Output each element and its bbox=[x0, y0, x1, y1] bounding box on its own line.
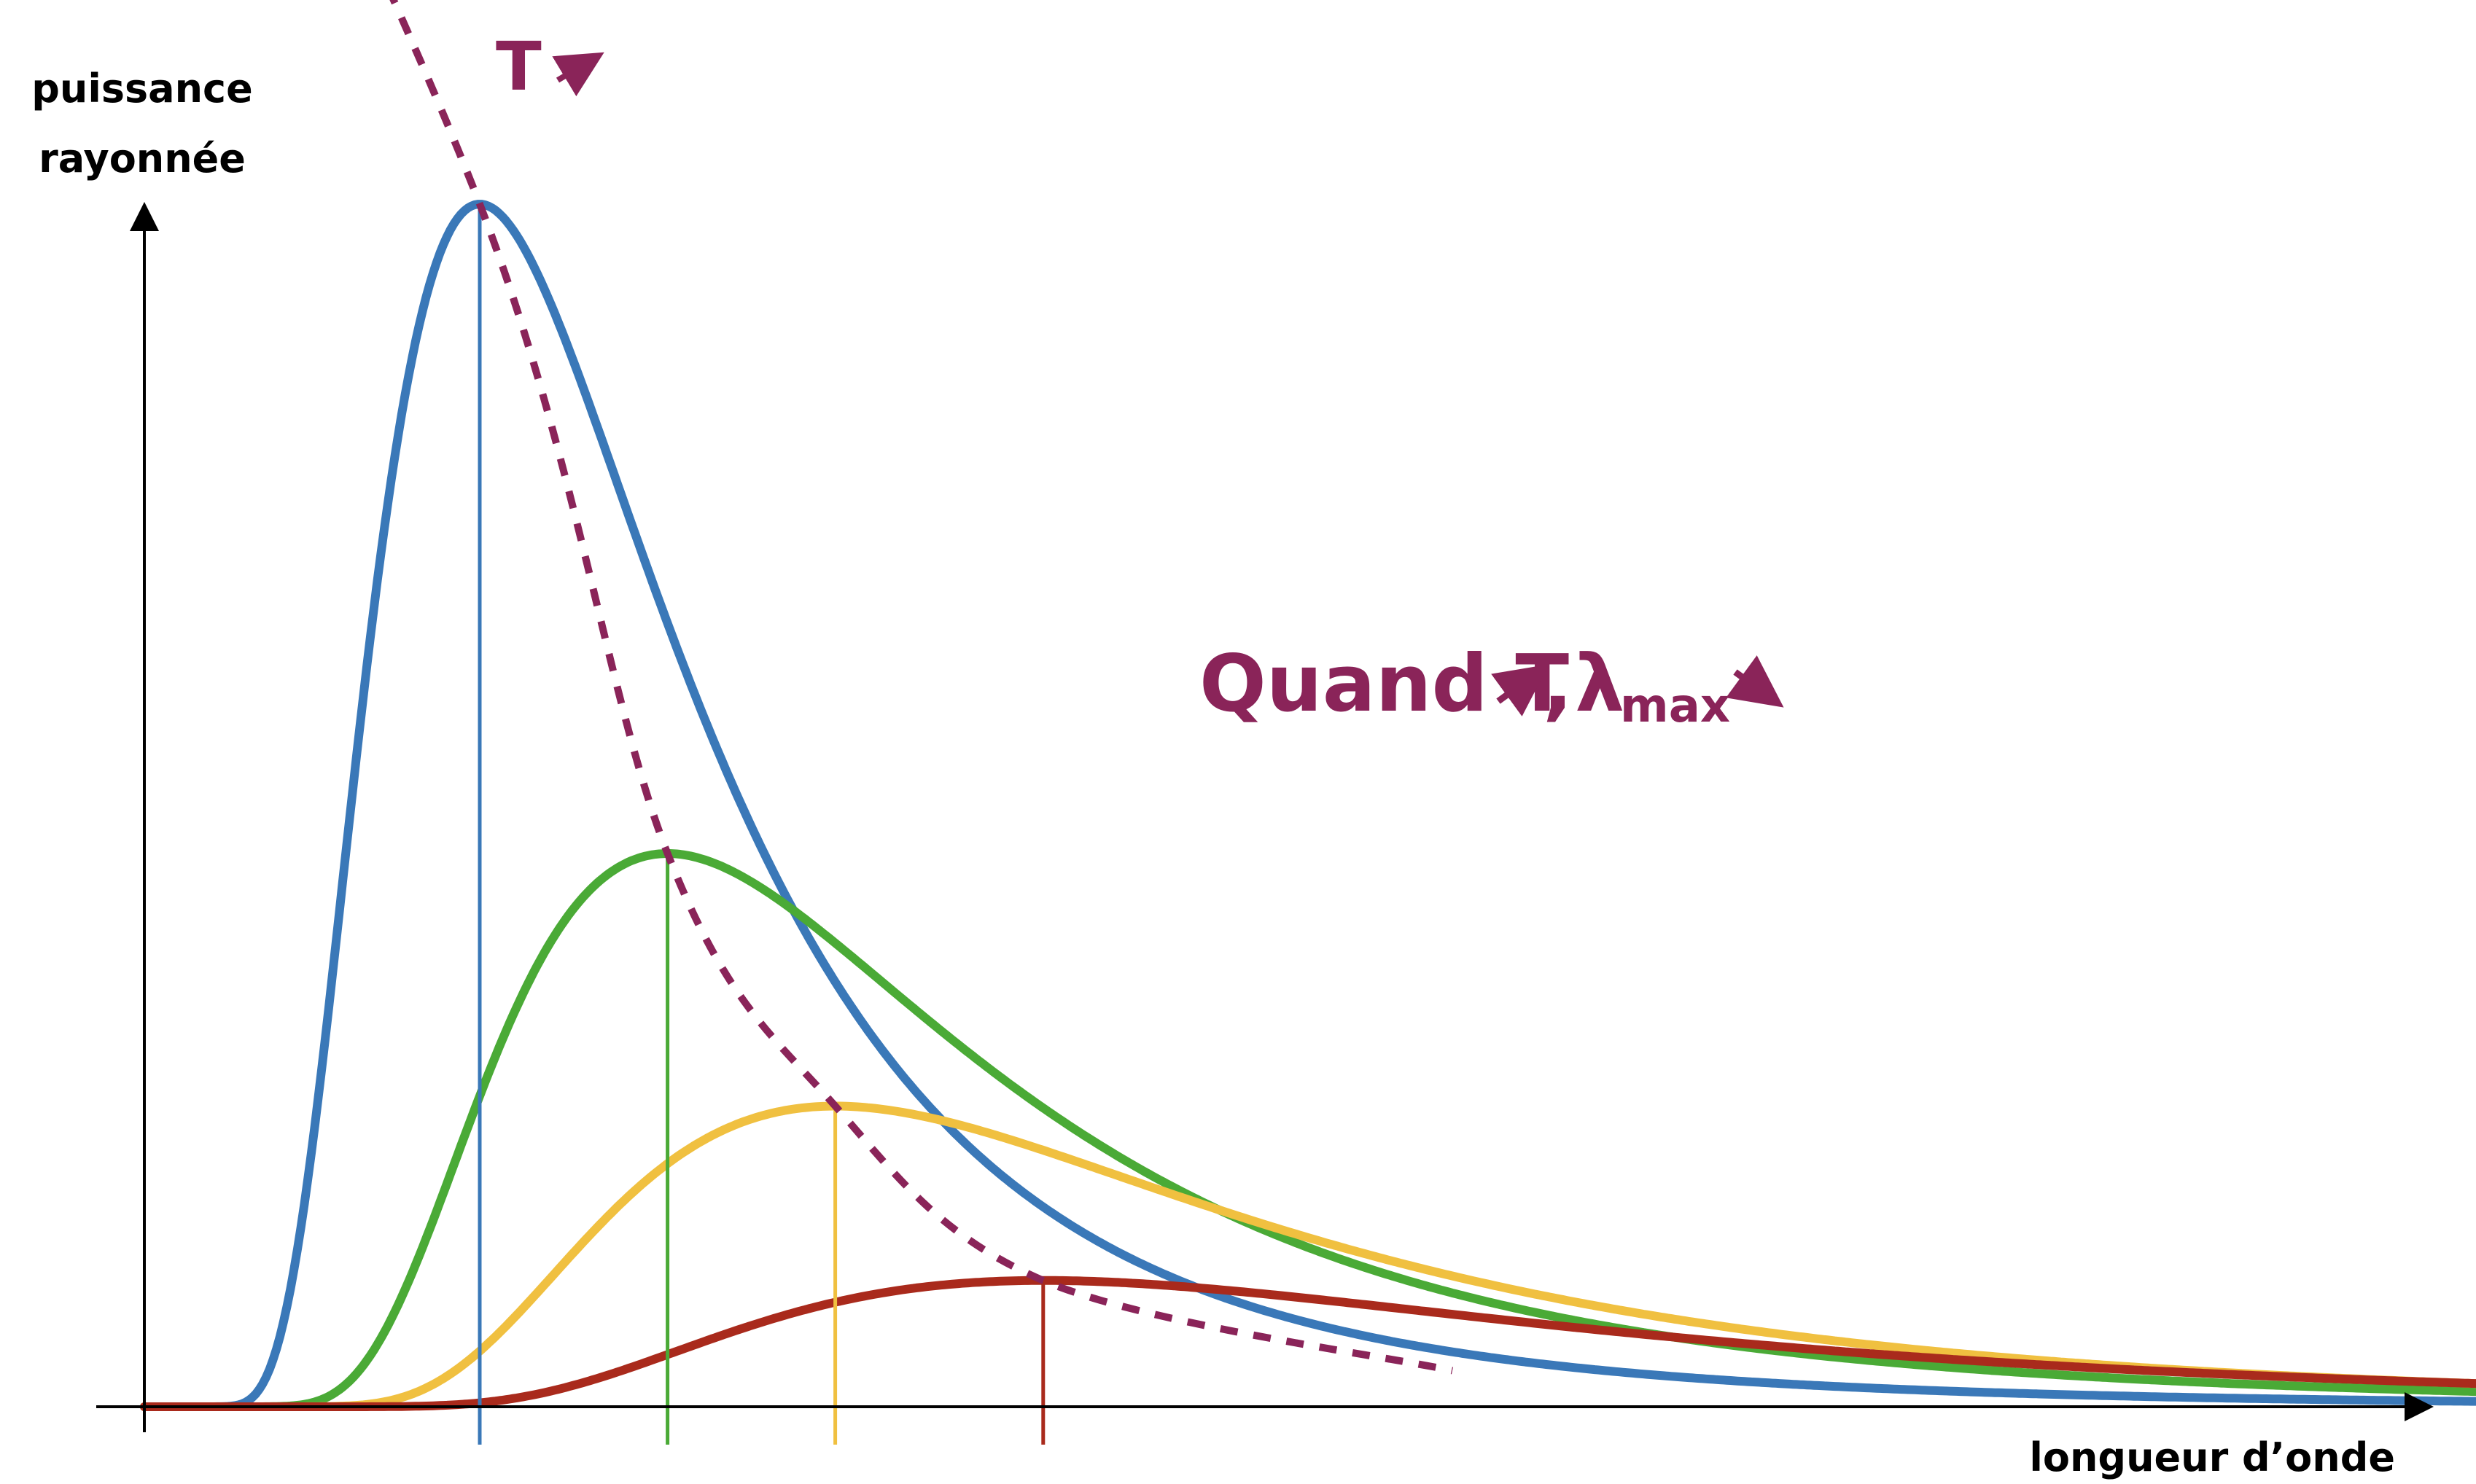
law-annotation: Quand T , λ max bbox=[1199, 638, 1784, 733]
annotation-main-text: Quand T bbox=[1199, 638, 1569, 730]
lambda-subscript: max bbox=[1620, 679, 1730, 733]
curve-4 bbox=[140, 1276, 2476, 1411]
annotation-comma: , bbox=[1543, 638, 1573, 730]
t-increase-label: T bbox=[496, 28, 604, 106]
peak-markers-layer bbox=[478, 204, 1046, 1445]
arrow-down-right-icon bbox=[1726, 655, 1784, 708]
curve-1 bbox=[140, 200, 2476, 1411]
lambda-symbol: λ bbox=[1575, 638, 1624, 730]
y-axis-label-line1: puissance bbox=[31, 66, 252, 112]
peak-trace-line bbox=[389, 0, 1454, 1375]
curve-3 bbox=[140, 1101, 2476, 1411]
arrow-up-right-icon bbox=[1491, 664, 1549, 716]
curve-2 bbox=[140, 849, 2476, 1411]
t-label: T bbox=[496, 28, 542, 106]
y-axis-label-line2: rayonnée bbox=[39, 136, 246, 181]
curves-layer bbox=[140, 200, 2476, 1411]
arrow-up-right-icon bbox=[552, 52, 604, 97]
x-axis-label: longueur d’onde bbox=[2029, 1434, 2395, 1480]
